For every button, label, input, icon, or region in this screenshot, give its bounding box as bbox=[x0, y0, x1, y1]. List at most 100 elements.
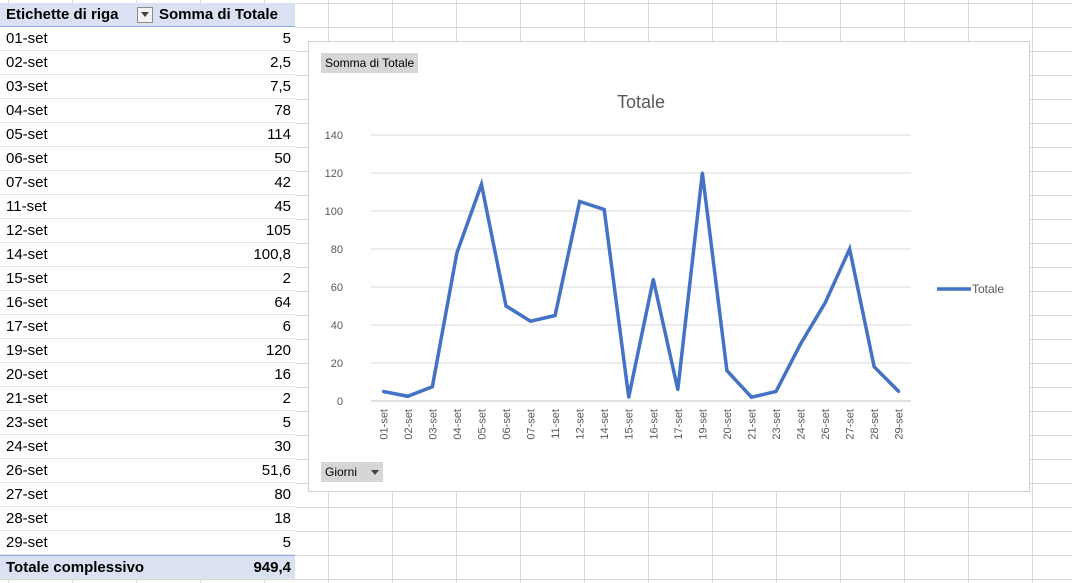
row-value: 5 bbox=[282, 534, 291, 551]
pivot-row[interactable]: 23-set 5 bbox=[0, 411, 295, 435]
data-point bbox=[602, 207, 606, 211]
y-tick-label: 120 bbox=[325, 168, 343, 180]
row-value: 45 bbox=[274, 198, 291, 215]
row-label: 14-set bbox=[6, 246, 48, 263]
pivot-row[interactable]: 14-set 100,8 bbox=[0, 243, 295, 267]
row-label: 16-set bbox=[6, 294, 48, 311]
row-label: 27-set bbox=[6, 486, 48, 503]
row-value: 120 bbox=[265, 342, 291, 359]
row-label: 01-set bbox=[6, 30, 48, 47]
pivot-row[interactable]: 15-set 2 bbox=[0, 267, 295, 291]
x-tick-label: 14-set bbox=[599, 409, 611, 440]
data-point bbox=[479, 182, 483, 186]
pivot-row[interactable]: 05-set 114 bbox=[0, 123, 295, 147]
row-label: 17-set bbox=[6, 318, 48, 335]
row-value: 16 bbox=[274, 366, 291, 383]
row-value: 105 bbox=[265, 222, 291, 239]
axis-field-button[interactable]: Giorni bbox=[321, 462, 383, 482]
row-label: 29-set bbox=[6, 534, 48, 551]
pivot-row[interactable]: 26-set 51,6 bbox=[0, 459, 295, 483]
data-point bbox=[774, 390, 778, 393]
pivot-row[interactable]: 11-set 45 bbox=[0, 195, 295, 219]
legend-label: Totale bbox=[972, 282, 1004, 296]
x-tick-label: 23-set bbox=[771, 409, 783, 440]
chart-plot: Totale 0 20 40 60 80 100 120 140 01-set 02-set 03-s… bbox=[325, 92, 1005, 440]
data-point bbox=[700, 171, 704, 175]
row-value: 2 bbox=[282, 390, 291, 407]
value-field-button[interactable]: Somma di Totale bbox=[321, 53, 419, 73]
x-tick-label: 20-set bbox=[722, 409, 734, 440]
y-tick-label: 0 bbox=[337, 396, 343, 408]
pivot-table: Etichette di riga Somma di Totale 01-set… bbox=[0, 3, 295, 579]
pivot-row[interactable]: 07-set 42 bbox=[0, 171, 295, 195]
row-label: 05-set bbox=[6, 126, 48, 143]
total-label: Totale complessivo bbox=[6, 558, 145, 576]
row-value: 50 bbox=[274, 150, 291, 167]
data-point bbox=[529, 319, 533, 323]
pivot-row[interactable]: 29-set 5 bbox=[0, 531, 295, 555]
row-label: 15-set bbox=[6, 270, 48, 287]
x-tick-label: 29-set bbox=[894, 409, 906, 440]
pivot-row[interactable]: 21-set 2 bbox=[0, 387, 295, 411]
x-tick-label: 03-set bbox=[427, 409, 439, 440]
pivot-row[interactable]: 12-set 105 bbox=[0, 219, 295, 243]
row-value: 100,8 bbox=[253, 246, 291, 263]
line-chart[interactable]: Somma di Totale Giorni Totale 0 20 40 60 80 10… bbox=[308, 41, 1030, 492]
pivot-row[interactable]: 01-set 5 bbox=[0, 27, 295, 51]
row-label: 02-set bbox=[6, 54, 48, 71]
data-point bbox=[381, 390, 385, 393]
x-tick-label: 19-set bbox=[697, 409, 709, 440]
pivot-header-row: Etichette di riga Somma di Totale bbox=[0, 3, 295, 27]
chevron-down-icon bbox=[141, 12, 149, 17]
pivot-row[interactable]: 16-set 64 bbox=[0, 291, 295, 315]
x-tick-label: 06-set bbox=[501, 409, 513, 440]
pivot-row[interactable]: 19-set 120 bbox=[0, 339, 295, 363]
row-label: 26-set bbox=[6, 462, 48, 479]
chart-title: Totale bbox=[617, 92, 665, 112]
data-point bbox=[627, 395, 631, 399]
pivot-row[interactable]: 06-set 50 bbox=[0, 147, 295, 171]
x-tick-label: 01-set bbox=[378, 409, 390, 440]
row-value: 78 bbox=[274, 102, 291, 119]
pivot-row[interactable]: 20-set 16 bbox=[0, 363, 295, 387]
pivot-row[interactable]: 03-set 7,5 bbox=[0, 75, 295, 99]
row-value: 18 bbox=[274, 510, 291, 527]
pivot-rows: 01-set 5 02-set 2,5 03-set 7,5 04-set 78 05-set 1… bbox=[0, 27, 295, 555]
row-value: 5 bbox=[282, 414, 291, 431]
y-tick-label: 40 bbox=[331, 320, 343, 332]
data-point bbox=[430, 385, 434, 389]
pivot-row[interactable]: 27-set 80 bbox=[0, 483, 295, 507]
row-filter-button[interactable] bbox=[137, 6, 153, 23]
x-tick-label: 11-set bbox=[550, 409, 562, 439]
row-label: 21-set bbox=[6, 390, 48, 407]
y-tick-label: 60 bbox=[331, 282, 343, 294]
row-value: 42 bbox=[274, 174, 291, 191]
row-label: 12-set bbox=[6, 222, 48, 239]
x-tick-label: 21-set bbox=[746, 409, 758, 440]
pivot-row[interactable]: 28-set 18 bbox=[0, 507, 295, 531]
data-point bbox=[749, 395, 753, 399]
pivot-row[interactable]: 02-set 2,5 bbox=[0, 51, 295, 75]
row-value: 7,5 bbox=[270, 78, 291, 95]
x-tick-label: 12-set bbox=[575, 409, 587, 440]
data-point bbox=[823, 301, 827, 305]
pivot-row[interactable]: 04-set 78 bbox=[0, 99, 295, 123]
value-header[interactable]: Somma di Totale bbox=[159, 6, 278, 23]
row-label: 23-set bbox=[6, 414, 48, 431]
data-point bbox=[651, 277, 655, 281]
data-point bbox=[676, 388, 680, 392]
data-point bbox=[578, 200, 582, 203]
row-labels-header[interactable]: Etichette di riga bbox=[0, 6, 155, 23]
row-value: 2,5 bbox=[270, 54, 291, 71]
pivot-total-row[interactable]: Totale complessivo 949,4 bbox=[0, 555, 295, 579]
y-tick-label: 100 bbox=[325, 206, 343, 218]
row-label: 04-set bbox=[6, 102, 48, 119]
pivot-row[interactable]: 24-set 30 bbox=[0, 435, 295, 459]
data-point bbox=[455, 251, 459, 255]
pivot-row[interactable]: 17-set 6 bbox=[0, 315, 295, 339]
data-point bbox=[725, 369, 729, 373]
row-value: 114 bbox=[267, 126, 291, 143]
row-labels-header-text: Etichette di riga bbox=[6, 6, 119, 23]
x-tick-label: 17-set bbox=[673, 409, 685, 440]
series-line bbox=[382, 172, 900, 400]
